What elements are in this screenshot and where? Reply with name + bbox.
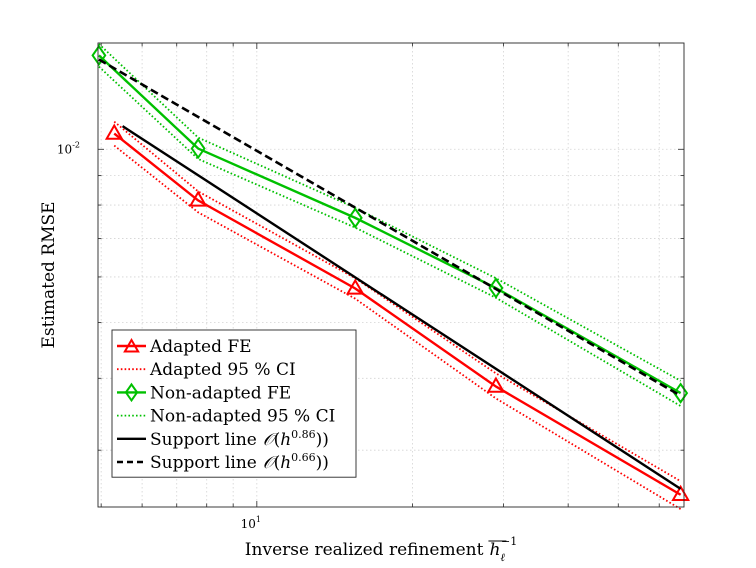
x-axis-label-subscript: ℓ [500,551,505,564]
y-tick-label-base: 10 [57,142,72,156]
series-support-line-6 [121,125,682,490]
legend-label: Support line 𝒪(h0.66)) [150,451,329,473]
data-point-triangle [345,278,365,295]
legend-label-text: Support line [150,453,257,473]
legend-label: Non-adapted 95 % CI [150,407,335,427]
data-point-triangle [486,376,506,393]
legend-entry: Non-adapted FE [117,382,291,403]
series-layer [91,43,690,510]
legend-order-close: )) [316,430,329,450]
legend-order-var: h [280,453,291,473]
legend-label-text: Support line [150,430,257,450]
series-adapted-95-ci-lower--2 [113,144,682,510]
series-line [113,132,682,496]
legend-order-exponent: 0.86 [291,428,316,441]
legend-order-var: h [280,430,291,450]
series-line [98,43,682,382]
data-point-diamond [673,382,689,404]
legend-label-text: Non-adapted FE [150,383,291,403]
y-tick-label: 10-2 [57,140,80,156]
x-axis-label: Inverse realized refinement hℓ−1 [245,535,517,564]
legend-entry: Non-adapted 95 % CI [117,407,335,427]
data-point-diamond [190,137,206,160]
data-point-triangle [104,123,124,140]
legend-label-text: Adapted FE [149,337,252,357]
legend-label: Adapted 95 % CI [149,360,296,380]
legend-order-open: ( [274,453,281,473]
legend: Adapted FE Adapted 95 % CI Non-adapted FE N… [111,329,357,478]
data-point-diamond [91,44,107,67]
legend-label: Adapted FE [149,337,252,357]
series-line [98,54,682,395]
legend-order-open: ( [274,430,281,450]
legend-order-exponent: 0.66 [291,451,316,464]
x-axis-label-superscript: −1 [501,535,517,548]
data-point-triangle [188,190,208,207]
x-tick-label-base: 10 [241,517,256,531]
legend-entry: Adapted 95 % CI [117,360,296,380]
legend-marker-diamond [124,382,139,403]
x-tick-label: 101 [241,515,261,531]
legend-label: Support line 𝒪(h0.86)) [150,428,329,450]
series-non-adapted-95-ci-4 [98,43,682,382]
grid [98,43,684,507]
legend-marker-triangle [123,337,140,353]
y-tick-label-exponent: -2 [72,140,80,149]
y-axis-label: Estimated RMSE [39,201,59,348]
legend-label: Non-adapted FE [150,383,291,403]
legend-entry: Support line 𝒪(h0.66)) [117,451,329,473]
data-point-diamond [347,207,363,229]
legend-order-close: )) [316,453,329,473]
legend-entry: Support line 𝒪(h0.86)) [117,428,329,450]
series-support-line-7 [98,58,682,397]
legend-label-text: Non-adapted 95 % CI [150,407,335,427]
legend-label-text: Adapted 95 % CI [149,360,296,380]
series-line [98,58,682,397]
legend-entry: Adapted FE [117,337,252,357]
legend-box [111,329,357,478]
axes-frame [97,42,685,508]
x-tick-label-exponent: 1 [256,515,261,524]
series-line [121,125,682,490]
series-line [113,144,682,510]
x-axis-label-symbol: h [489,540,500,560]
